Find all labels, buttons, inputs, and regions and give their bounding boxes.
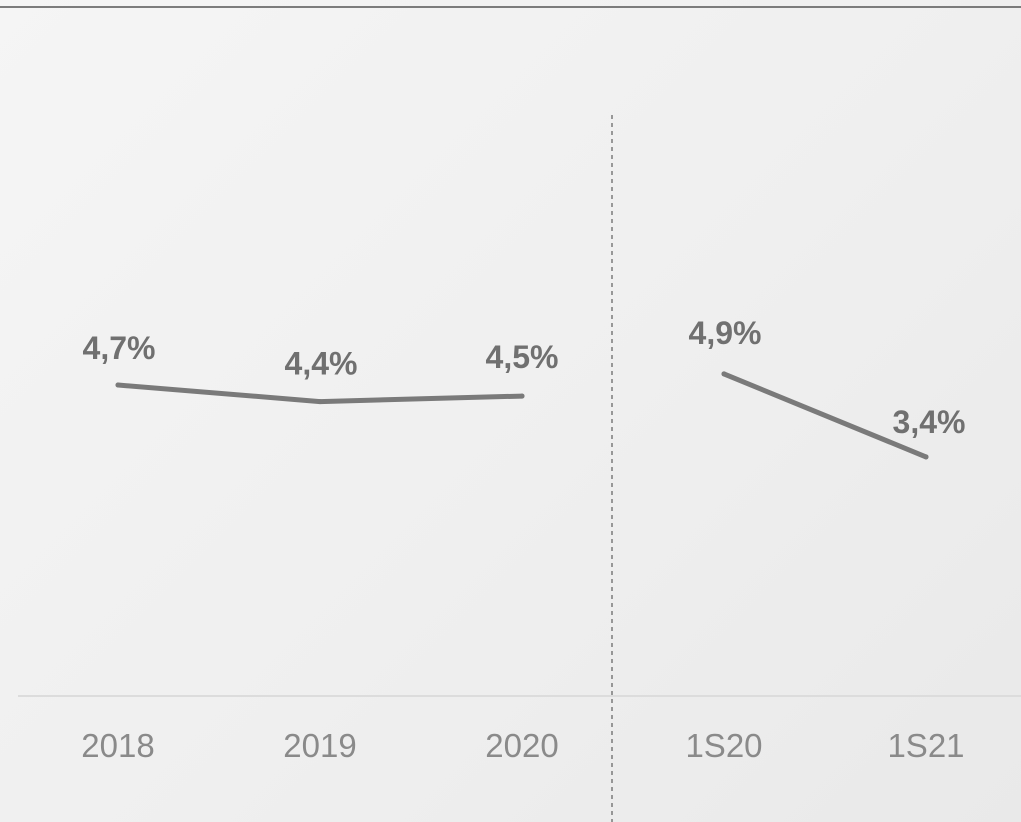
- data-label-2018: 4,7%: [83, 330, 156, 366]
- ticks-layer: 2018 2019 2020 1S20 1S21: [81, 727, 964, 764]
- x-tick-label-1S20: 1S20: [685, 727, 762, 764]
- labels-layer: 4,7% 4,4% 4,5% 4,9% 3,4%: [83, 315, 966, 440]
- x-tick-label-1S21: 1S21: [887, 727, 964, 764]
- series-line-2: [721, 371, 929, 460]
- x-tick-label-2019: 2019: [283, 727, 356, 764]
- data-label-1S21: 3,4%: [893, 404, 966, 440]
- x-tick-label-2020: 2020: [485, 727, 558, 764]
- data-point-2019: [317, 399, 323, 405]
- data-label-2019: 4,4%: [285, 346, 358, 382]
- data-label-2020: 4,5%: [486, 339, 559, 375]
- data-label-1S20: 4,9%: [689, 315, 762, 351]
- series-layer: [115, 371, 929, 460]
- data-point-1S21: [923, 454, 929, 460]
- data-point-1S20: [721, 371, 727, 377]
- data-point-2020: [519, 393, 525, 399]
- data-point-2018: [115, 382, 121, 388]
- x-tick-label-2018: 2018: [81, 727, 154, 764]
